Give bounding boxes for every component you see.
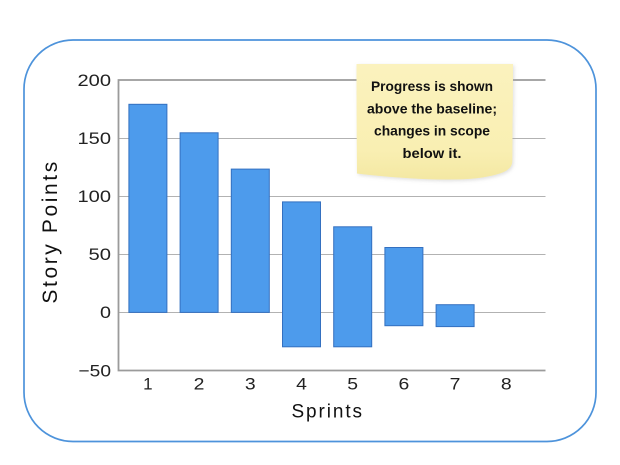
svg-text:8: 8 [501, 375, 512, 394]
svg-text:below it.: below it. [403, 146, 462, 161]
svg-text:100: 100 [78, 187, 112, 206]
svg-text:1: 1 [143, 375, 152, 394]
svg-text:150: 150 [78, 129, 112, 148]
svg-text:3: 3 [245, 375, 256, 394]
svg-text:0: 0 [100, 303, 111, 322]
svg-text:Story Points: Story Points [39, 159, 62, 303]
svg-text:200: 200 [78, 71, 112, 90]
svg-text:7: 7 [450, 375, 461, 394]
svg-text:−50: −50 [79, 361, 112, 380]
svg-text:50: 50 [89, 245, 112, 264]
svg-text:5: 5 [347, 375, 358, 394]
svg-text:2: 2 [194, 375, 205, 394]
svg-text:changes in scope: changes in scope [374, 124, 490, 139]
svg-text:above the baseline;: above the baseline; [367, 102, 497, 117]
svg-text:6: 6 [399, 375, 410, 394]
svg-text:Sprints: Sprints [291, 401, 363, 422]
svg-text:4: 4 [296, 375, 307, 394]
svg-text:Progress is shown: Progress is shown [371, 79, 493, 94]
